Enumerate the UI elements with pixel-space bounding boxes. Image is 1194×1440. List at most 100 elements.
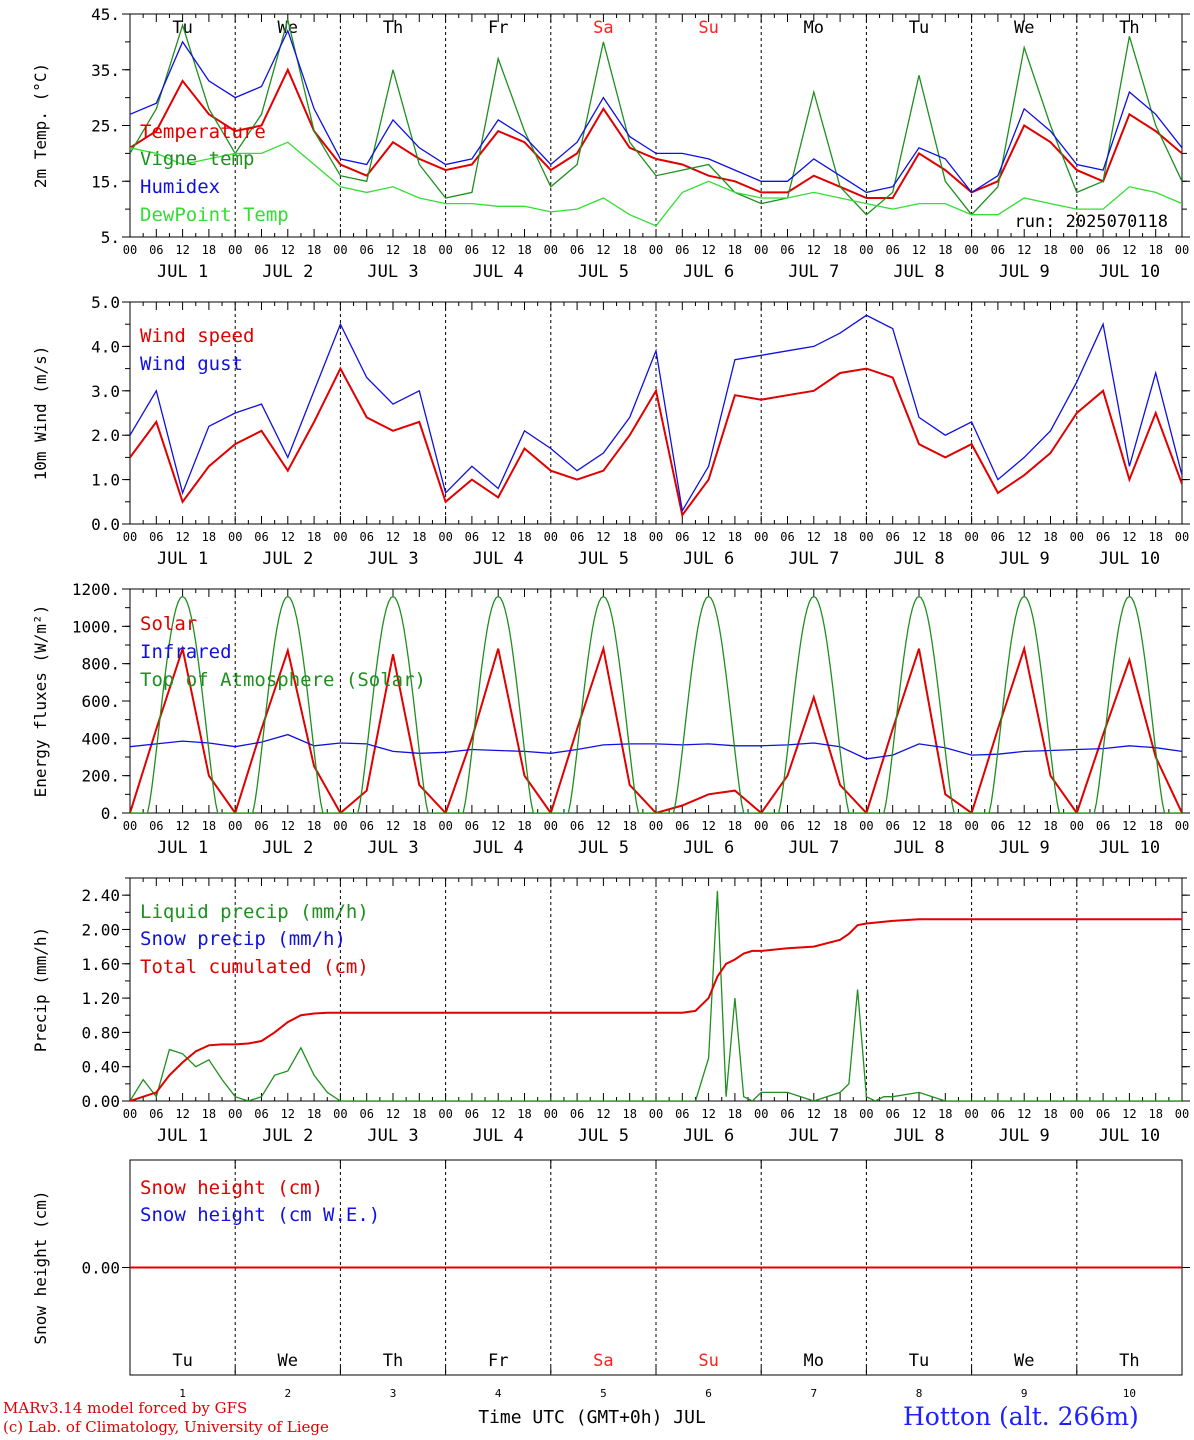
- y-tick-label: 200.: [81, 767, 120, 786]
- y-tick-label: 1.0: [91, 471, 120, 490]
- date-label: JUL 3: [367, 838, 418, 858]
- x-tick-label: 06: [359, 1107, 373, 1121]
- x-tick-label: 06: [780, 819, 794, 833]
- x-tick-label: 12: [807, 243, 821, 257]
- x-tick-label: 18: [1148, 819, 1162, 833]
- x-tick-label: 18: [1148, 1107, 1162, 1121]
- y-tick-label: 1.20: [81, 989, 120, 1008]
- x-tick-label: 12: [1122, 819, 1136, 833]
- day-number: 3: [390, 1387, 397, 1400]
- x-tick-label: 18: [622, 243, 636, 257]
- y-tick-label: 0.: [101, 804, 120, 823]
- day-number: 7: [810, 1387, 817, 1400]
- day-number: 4: [495, 1387, 502, 1400]
- date-label: JUL 1: [157, 549, 208, 569]
- y-tick-label: 0.0: [91, 515, 120, 534]
- x-tick-label: 18: [938, 530, 952, 544]
- day-number: 9: [1021, 1387, 1028, 1400]
- x-tick-label: 18: [307, 530, 321, 544]
- x-tick-label: 06: [991, 1107, 1005, 1121]
- x-tick-label: 12: [491, 819, 505, 833]
- weekday-label: Tu: [909, 18, 929, 38]
- x-tick-label: 00: [123, 1107, 137, 1121]
- x-tick-label: 18: [1043, 819, 1057, 833]
- x-tick-label: 18: [412, 819, 426, 833]
- x-tick-label: 12: [596, 530, 610, 544]
- x-tick-label: 18: [728, 243, 742, 257]
- weekday-label: Tu: [172, 1351, 192, 1371]
- y-tick-label: 1000.: [72, 617, 120, 636]
- x-tick-label: 12: [1017, 530, 1031, 544]
- x-tick-label: 00: [964, 530, 978, 544]
- x-tick-label: 12: [386, 530, 400, 544]
- x-tick-label: 06: [149, 819, 163, 833]
- series-line-dewpoint-temp: [130, 141, 1182, 227]
- x-tick-label: 06: [570, 1107, 584, 1121]
- weekday-label: Tu: [909, 1351, 929, 1371]
- x-tick-label: 00: [544, 1107, 558, 1121]
- lab-credit: (c) Lab. of Climatology, University of L…: [3, 1418, 329, 1436]
- legend-entry: DewPoint Temp: [140, 204, 289, 226]
- date-label: JUL 4: [473, 549, 524, 569]
- x-tick-label: 18: [1043, 243, 1057, 257]
- x-tick-label: 00: [649, 530, 663, 544]
- x-tick-label: 12: [1122, 530, 1136, 544]
- x-tick-label: 00: [1175, 530, 1189, 544]
- x-tick-label: 00: [333, 530, 347, 544]
- x-tick-label: 00: [228, 1107, 242, 1121]
- x-tick-label: 00: [544, 530, 558, 544]
- y-tick-label: 25.: [91, 117, 120, 136]
- x-tick-label: 12: [281, 243, 295, 257]
- x-tick-label: 00: [859, 1107, 873, 1121]
- x-tick-label: 18: [202, 530, 216, 544]
- x-tick-label: 06: [1096, 530, 1110, 544]
- date-label: JUL 3: [367, 262, 418, 282]
- x-tick-label: 12: [491, 243, 505, 257]
- x-tick-label: 06: [1096, 819, 1110, 833]
- legend-entry: Solar: [140, 613, 197, 635]
- x-tick-label: 18: [833, 819, 847, 833]
- x-tick-label: 06: [991, 819, 1005, 833]
- x-tick-label: 00: [438, 819, 452, 833]
- x-tick-label: 06: [570, 530, 584, 544]
- run-label: run: 2025070118: [1014, 212, 1168, 232]
- y-tick-label: 800.: [81, 655, 120, 674]
- date-label: JUL 7: [788, 549, 839, 569]
- x-tick-label: 12: [807, 819, 821, 833]
- legend-entry: Snow height (cm): [140, 1177, 323, 1199]
- x-tick-label: 06: [780, 243, 794, 257]
- x-tick-label: 00: [123, 530, 137, 544]
- x-tick-label: 12: [912, 819, 926, 833]
- weekday-label: We: [278, 18, 298, 38]
- y-tick-label: 600.: [81, 692, 120, 711]
- date-label: JUL 8: [893, 549, 944, 569]
- x-tick-label: 00: [438, 530, 452, 544]
- date-label: JUL 9: [999, 838, 1050, 858]
- x-tick-label: 06: [359, 243, 373, 257]
- model-credit: MARv3.14 model forced by GFS: [3, 1399, 248, 1417]
- date-label: JUL 7: [788, 1126, 839, 1146]
- x-tick-label: 00: [333, 243, 347, 257]
- date-label: JUL 10: [1099, 549, 1160, 569]
- x-tick-label: 18: [307, 819, 321, 833]
- x-tick-label: 00: [544, 819, 558, 833]
- day-number: 5: [600, 1387, 607, 1400]
- x-tick-label: 18: [307, 1107, 321, 1121]
- panel-1: 5. 15. 25. 35. 45. 2m Temp. (°C) 00 06 12 18 00 06 1…: [31, 5, 1190, 282]
- x-tick-label: 00: [754, 1107, 768, 1121]
- x-tick-label: 00: [859, 243, 873, 257]
- series-line-vigne-temp: [130, 19, 1182, 216]
- x-tick-label: 12: [386, 819, 400, 833]
- x-tick-label: 00: [228, 243, 242, 257]
- y-tick-label: 4.0: [91, 337, 120, 356]
- x-tick-label: 12: [175, 1107, 189, 1121]
- x-tick-label: 12: [1017, 243, 1031, 257]
- x-tick-label: 18: [517, 819, 531, 833]
- x-tick-label: 18: [517, 530, 531, 544]
- y-tick-label: 2.40: [81, 886, 120, 905]
- series-line-total-cumulated-cm-: [130, 918, 1182, 1101]
- series-line-solar: [130, 644, 1182, 813]
- date-label: JUL 4: [473, 838, 524, 858]
- x-tick-label: 18: [1043, 530, 1057, 544]
